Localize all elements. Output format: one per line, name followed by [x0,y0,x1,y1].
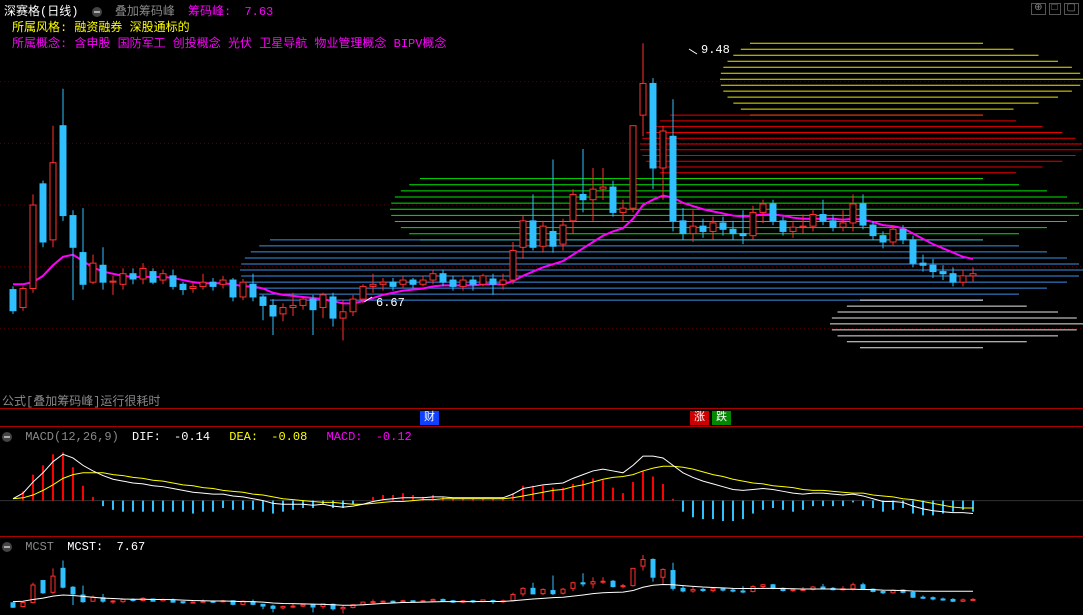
macd-macd: MACD: -0.12 [327,430,418,444]
pill-zhang-die[interactable]: 涨跌 [690,410,734,425]
separator [0,426,1083,427]
mcst-val: MCST: 7.67 [67,540,151,554]
svg-text:9.48: 9.48 [701,43,730,57]
macd-name: MACD(12,26,9) [25,430,119,444]
toggle-icon[interactable] [2,542,12,552]
price-chart[interactable]: 9.48 6.67 [0,20,1083,390]
window-controls[interactable]: ⊕□▢ [1028,2,1079,15]
macd-dea: DEA: -0.08 [229,430,313,444]
toggle-icon[interactable] [2,432,12,442]
macd-chart[interactable] [0,445,1083,533]
pill-cai[interactable]: 财 [420,410,442,425]
stock-title: 深赛格(日线) [4,5,78,19]
toggle-icon[interactable] [92,7,102,17]
formula-note: 公式[叠加筹码峰]运行很耗时 [2,392,160,409]
separator [0,536,1083,537]
svg-text:6.67: 6.67 [376,296,405,310]
separator [0,408,1083,409]
overlay-label: 叠加筹码峰 [115,5,175,19]
macd-dif: DIF: -0.14 [132,430,216,444]
mcst-chart[interactable] [0,555,1083,615]
chip-peak-label: 筹码峰: 7.63 [188,5,279,19]
mcst-name: MCST [25,540,54,554]
